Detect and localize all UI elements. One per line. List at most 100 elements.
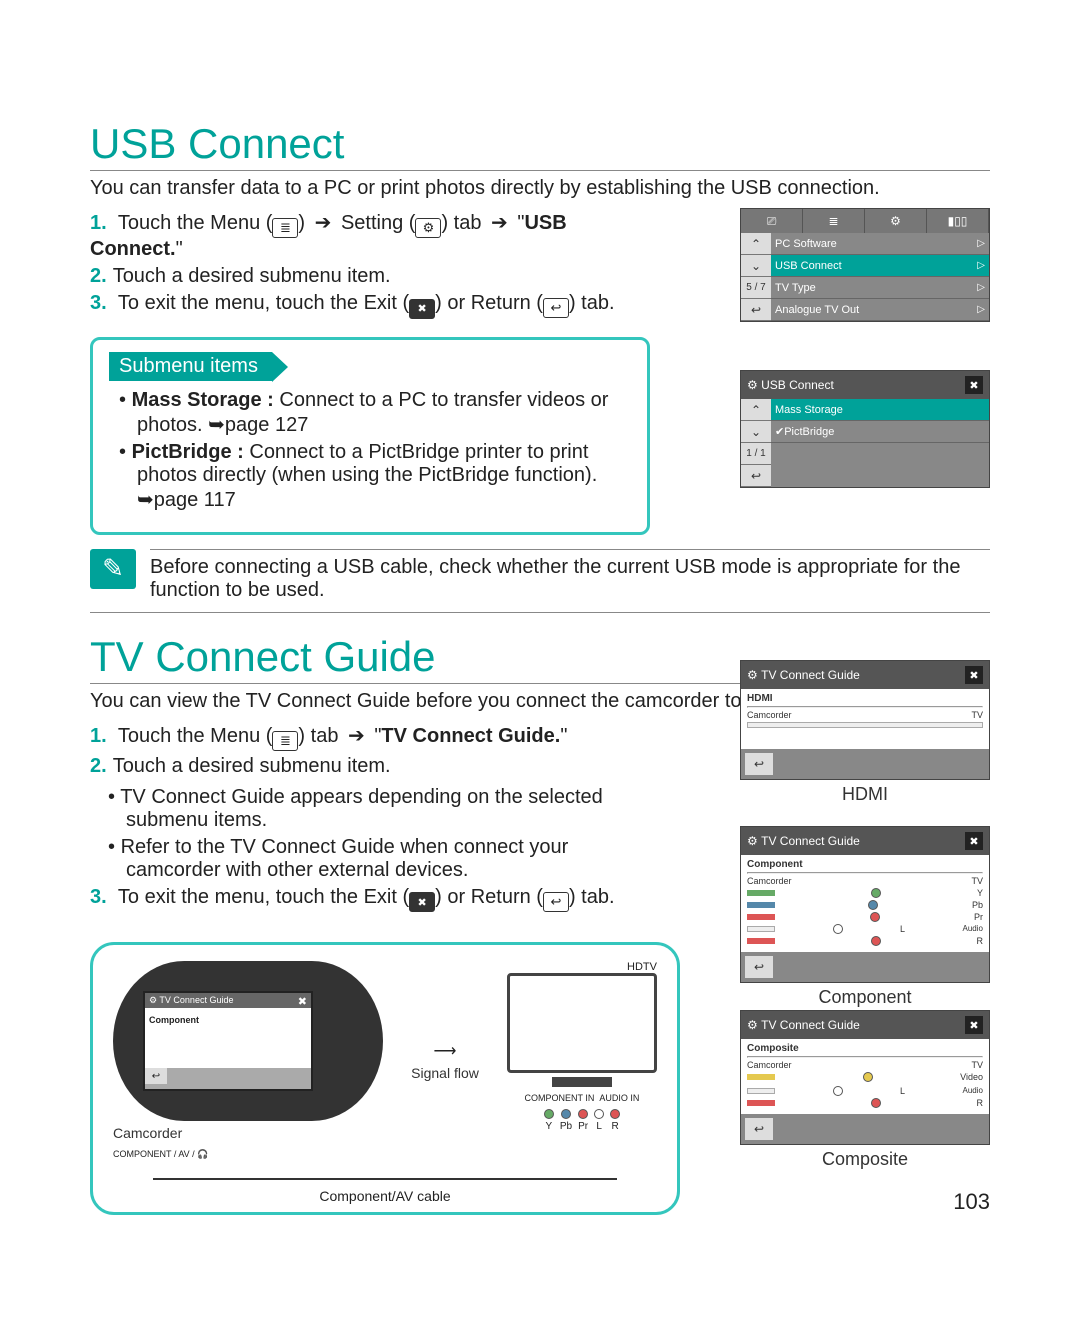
step-text: Touch a desired submenu item.	[113, 755, 391, 777]
label-tv: TV	[971, 1060, 983, 1070]
return-icon[interactable]	[745, 753, 773, 775]
step-text: ) tab.	[569, 292, 615, 314]
submenu-row-label: Mass Storage	[775, 404, 843, 416]
lcd-component: TV Connect Guide Component CamcorderTV Y…	[740, 826, 990, 1018]
menu-row[interactable]: TV Type	[771, 277, 989, 299]
step-text: Touch a desired submenu item.	[113, 265, 391, 287]
submenu-row-label: PictBridge	[784, 426, 834, 438]
panel-title: Composite	[747, 1043, 799, 1054]
return-icon[interactable]	[741, 465, 771, 487]
step-text: ) or Return (	[435, 886, 543, 908]
nav-up-icon[interactable]: ⌃	[741, 399, 771, 421]
audio-label: Audio	[963, 1086, 983, 1096]
close-icon[interactable]	[965, 666, 983, 684]
step-text: "	[560, 725, 567, 747]
jack-label: Pr	[578, 1121, 588, 1132]
tab-camera-icon[interactable]	[741, 209, 803, 233]
jack-label: L	[596, 1121, 602, 1132]
menu-row[interactable]: PC Software	[771, 233, 989, 255]
step-2: 2.Touch a desired submenu item. TV Conne…	[90, 755, 650, 882]
camcorder-label: Camcorder	[113, 1125, 383, 1141]
label-camcorder: Camcorder	[747, 1060, 792, 1070]
submenu-item: Mass Storage : Connect to a PC to transf…	[119, 389, 631, 437]
lcd-header-label: USB Connect	[761, 378, 834, 392]
submenu-header: Submenu items	[109, 352, 272, 381]
substep: TV Connect Guide appears depending on th…	[108, 786, 650, 832]
usb-steps: 1. Touch the Menu () ➔ Setting () tab ➔ …	[90, 210, 650, 319]
step-text: ) tab.	[569, 886, 615, 908]
jack-label: Pr	[974, 912, 983, 922]
return-icon[interactable]	[745, 1118, 773, 1140]
component-in-label: COMPONENT IN	[525, 1093, 595, 1103]
note-text: Before connecting a USB cable, check whe…	[150, 549, 990, 602]
jack-label: L	[900, 1086, 905, 1096]
lcd-header-label: TV Connect Guide	[761, 834, 860, 848]
jack-label: R	[977, 936, 984, 946]
cable-label: Component/AV cable	[113, 1188, 657, 1204]
step-1: 1. Touch the Menu () ➔ Setting () tab ➔ …	[90, 210, 650, 261]
hdtv-label: HDTV	[507, 961, 657, 973]
panel-title: HDMI	[747, 693, 773, 704]
label-camcorder: Camcorder	[747, 876, 792, 886]
lcd-caption: Composite	[740, 1149, 990, 1170]
pager-indicator: 1 / 1	[741, 443, 771, 465]
nav-up-icon[interactable]: ⌃	[741, 233, 771, 255]
step-1: 1. Touch the Menu () tab ➔ "TV Connect G…	[90, 723, 650, 751]
gear-icon	[415, 218, 441, 238]
tab-menu-icon[interactable]	[803, 209, 865, 233]
video-label: Video	[960, 1072, 983, 1082]
submenu-row[interactable]: Mass Storage	[771, 399, 989, 421]
submenu-row[interactable]: ✔ PictBridge	[771, 421, 989, 443]
connection-diagram: TV Connect Guide Component Camcorder COM…	[90, 942, 680, 1215]
jack-label: L	[900, 924, 905, 934]
tv-illustration: HDTV COMPONENT IN AUDIO IN Y Pb Pr L R	[507, 961, 657, 1132]
step-text: ) tab	[441, 212, 487, 234]
step-bold: TV Connect Guide.	[381, 725, 560, 747]
lcd-hdmi: TV Connect Guide HDMI CamcorderTV HDMI	[740, 660, 990, 815]
menu-icon	[272, 731, 298, 751]
step-text: Setting (	[335, 212, 415, 234]
page-number: 103	[953, 1189, 990, 1215]
nav-down-icon[interactable]: ⌄	[741, 421, 771, 443]
submenu-list: Mass Storage : Connect to a PC to transf…	[109, 389, 631, 512]
return-icon[interactable]	[741, 299, 771, 321]
lcd-header-label: TV Connect Guide	[761, 1018, 860, 1032]
step-text: ) tab	[298, 725, 344, 747]
label-camcorder: Camcorder	[747, 710, 792, 720]
label-tv: TV	[971, 710, 983, 720]
signal-flow-label: Signal flow	[411, 1065, 479, 1081]
gear-icon	[747, 378, 758, 392]
tab-gear-icon[interactable]	[865, 209, 927, 233]
close-icon[interactable]	[965, 832, 983, 850]
battery-icon: ▮▯▯	[927, 209, 989, 233]
jack-label: Pb	[972, 900, 983, 910]
exit-icon	[409, 299, 435, 319]
menu-icon	[272, 218, 298, 238]
camcorder-illustration: TV Connect Guide Component Camcorder COM…	[113, 961, 383, 1160]
screen-header: TV Connect Guide	[159, 995, 233, 1005]
lcd-settings-menu: ▮▯▯ ⌃ ⌄ 5 / 7 PC Software USB Connect TV…	[740, 208, 990, 322]
tv-steps: 1. Touch the Menu () tab ➔ "TV Connect G…	[90, 723, 650, 913]
lcd-header-label: TV Connect Guide	[761, 668, 860, 682]
nav-down-icon[interactable]: ⌄	[741, 255, 771, 277]
jack-label: Y	[546, 1121, 553, 1132]
step-text: ) or Return (	[435, 292, 543, 314]
step-text: Touch the Menu (	[118, 212, 273, 234]
gear-icon	[747, 834, 758, 848]
menu-row-selected[interactable]: USB Connect	[771, 255, 989, 277]
lcd-usb-connect: USB Connect ⌃ ⌄ 1 / 1 Mass Storage ✔ Pic…	[740, 370, 990, 488]
gear-icon	[747, 668, 758, 682]
menu-row[interactable]: Analogue TV Out	[771, 299, 989, 321]
usb-intro: You can transfer data to a PC or print p…	[90, 177, 990, 200]
panel-title: Component	[747, 859, 803, 870]
label-tv: TV	[971, 876, 983, 886]
menu-row-label: TV Type	[775, 282, 816, 294]
menu-row-label: Analogue TV Out	[775, 304, 859, 316]
close-icon[interactable]	[965, 376, 983, 394]
return-icon[interactable]	[745, 956, 773, 978]
close-icon[interactable]	[965, 1016, 983, 1034]
step-3: 3. To exit the menu, touch the Exit () o…	[90, 886, 650, 913]
lcd-composite: TV Connect Guide Composite Camcorder TV V…	[740, 1010, 990, 1180]
note-icon: ✎	[90, 549, 136, 589]
step-text: "	[176, 238, 183, 260]
